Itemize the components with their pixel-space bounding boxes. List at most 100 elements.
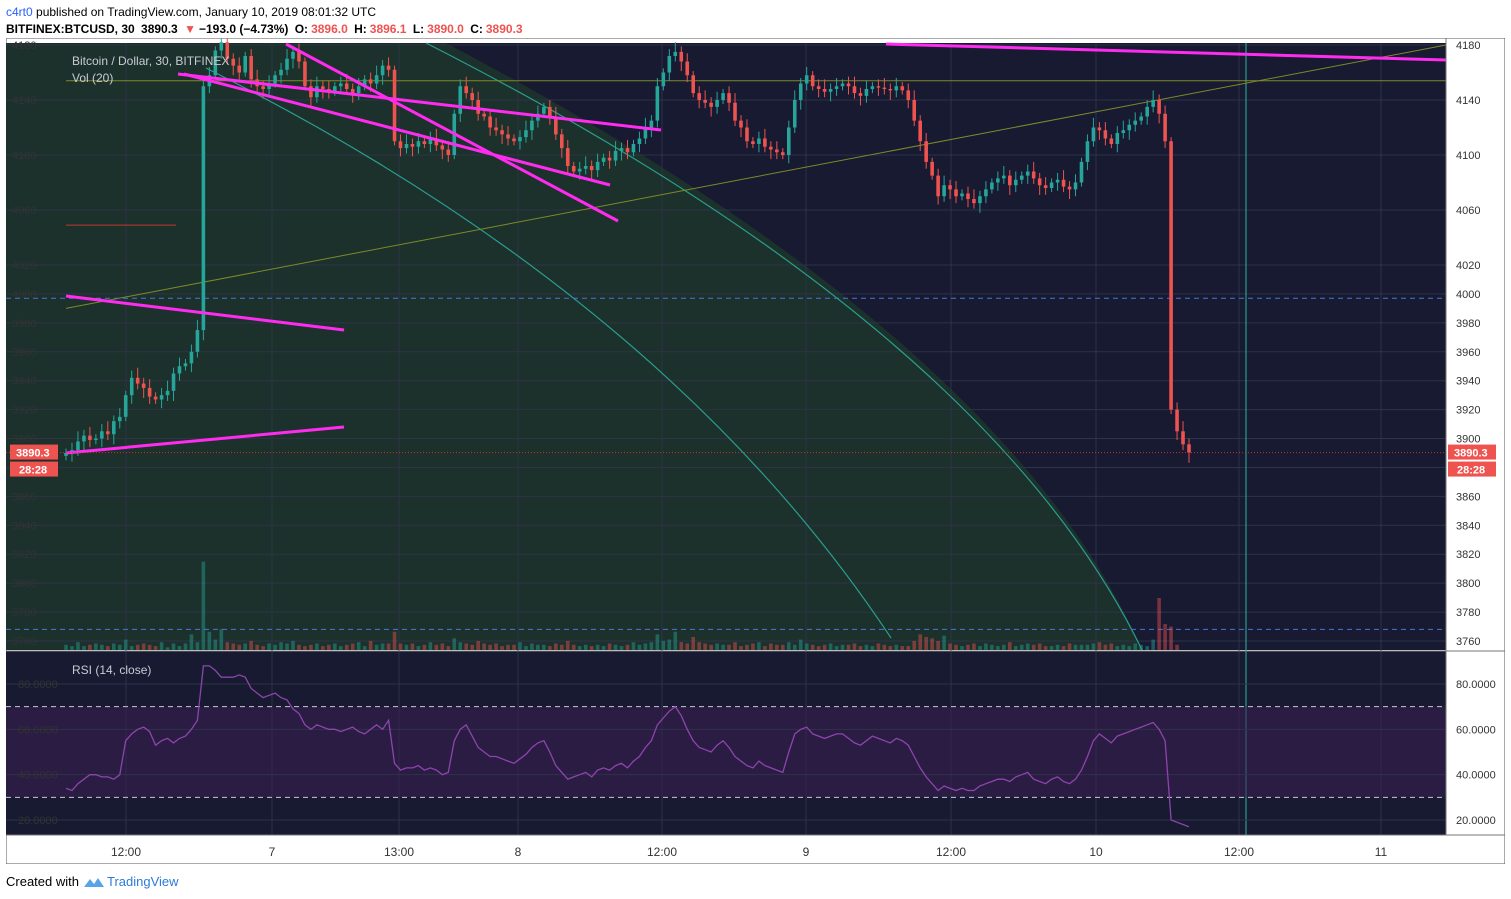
time-tick-label: 12:00 — [111, 845, 141, 859]
volume-bar — [1019, 644, 1024, 650]
candle-body — [315, 86, 319, 98]
trendline — [177, 72, 662, 132]
volume-bar — [798, 639, 803, 650]
last-price-tag — [10, 444, 58, 460]
candle-body — [822, 89, 827, 92]
candle-body — [380, 65, 385, 76]
candle-body — [739, 120, 743, 128]
open-label: O: — [294, 22, 309, 36]
close-value: 3890.3 — [485, 22, 523, 36]
price-tick-label-left: 3900 — [12, 434, 36, 446]
candle-body — [918, 120, 922, 142]
candle-body — [775, 149, 779, 153]
volume-bar — [279, 642, 283, 650]
volume-bar — [285, 643, 289, 650]
candle-body — [727, 93, 731, 103]
candle-body — [1157, 100, 1161, 114]
time-tick-label: 8 — [515, 845, 522, 859]
volume-bar — [362, 646, 367, 650]
candle-body — [846, 83, 851, 87]
volume-bar — [727, 644, 731, 650]
rsi-title: RSI (14, close) — [72, 663, 151, 677]
volume-bar — [589, 646, 594, 650]
candle-body — [613, 150, 618, 161]
volume-bar — [1055, 644, 1060, 650]
volume-bar — [703, 643, 707, 650]
candle-body — [273, 75, 277, 84]
volume-bar — [141, 643, 146, 650]
candle-body — [386, 65, 391, 70]
tradingview-brand[interactable]: TradingView — [106, 874, 179, 889]
publish-info: c4rt0 published on TradingView.com, Janu… — [6, 5, 376, 19]
publish-text: published on TradingView.com, January 10… — [36, 5, 377, 19]
volume-bar — [679, 642, 684, 650]
volume-bar — [673, 631, 678, 650]
candle-body — [213, 50, 218, 76]
volume-bar — [554, 643, 558, 650]
volume-bar — [470, 644, 474, 650]
candle-body — [123, 395, 128, 417]
countdown-tag — [1448, 461, 1496, 477]
candle-body — [554, 116, 558, 135]
volume-bar — [685, 643, 690, 650]
volume-bar — [906, 646, 911, 650]
volume-bar — [440, 643, 445, 650]
candle-body — [781, 152, 785, 155]
candle-body — [828, 89, 833, 92]
chart-area[interactable]: 3760 3760 3780 3780 3800 3800 3820 3820 3840 3840… — [6, 38, 1505, 864]
candle-body — [422, 141, 427, 144]
rsi-tick-label-left: 40.0000 — [18, 770, 58, 782]
candle-body — [1103, 130, 1108, 139]
volume-bar — [1002, 644, 1006, 650]
volume-bar — [1127, 646, 1132, 650]
tradingview-logo-icon — [83, 877, 104, 887]
volume-bar — [70, 646, 74, 650]
price-tick-label-left: 3860 — [12, 491, 36, 503]
candle-body — [548, 106, 552, 117]
volume-bar — [398, 643, 403, 650]
volume-bar — [786, 642, 791, 650]
volume-bar — [231, 643, 236, 650]
volume-bar — [804, 643, 809, 650]
volume-bar — [476, 640, 480, 650]
volume-bar — [1049, 646, 1054, 650]
volume-bar — [135, 644, 140, 650]
candle-body — [279, 69, 283, 76]
candle-body — [94, 438, 98, 440]
candle-body — [942, 185, 946, 197]
volume-bar — [219, 629, 224, 650]
volume-bar — [876, 643, 881, 650]
candle-body — [374, 75, 379, 84]
volume-bar — [894, 644, 899, 650]
candle-body — [667, 56, 672, 73]
volume-bar — [64, 644, 68, 650]
price-tick-label-left: 3960 — [12, 347, 36, 359]
candle-body — [1175, 409, 1179, 432]
volume-bar — [990, 644, 994, 650]
author-link[interactable]: c4rt0 — [6, 5, 33, 19]
candle-body — [428, 138, 433, 144]
volume-bar — [948, 643, 952, 650]
volume-bar — [1103, 644, 1108, 650]
volume-bar — [834, 646, 839, 650]
volume-bar — [996, 646, 1000, 650]
volume-bar — [303, 646, 307, 650]
volume-bar — [183, 643, 188, 650]
candle-body — [201, 86, 206, 331]
close-label: C: — [470, 22, 483, 36]
volume-bar — [655, 634, 660, 650]
price-tick-label-left: 4140 — [12, 95, 36, 107]
candle-body — [900, 86, 905, 91]
candle-body — [219, 42, 224, 51]
rsi-tick-label-left: 60.0000 — [18, 724, 58, 736]
candle-body — [685, 61, 690, 76]
candle-body — [691, 75, 695, 94]
time-tick-label: 9 — [803, 845, 810, 859]
candle-body — [488, 116, 492, 128]
candle-body — [231, 58, 236, 66]
candle-body — [619, 148, 624, 151]
candle-body — [76, 441, 80, 451]
volume-bar — [709, 644, 713, 650]
candle-body — [1013, 179, 1018, 186]
candle-body — [757, 138, 761, 144]
